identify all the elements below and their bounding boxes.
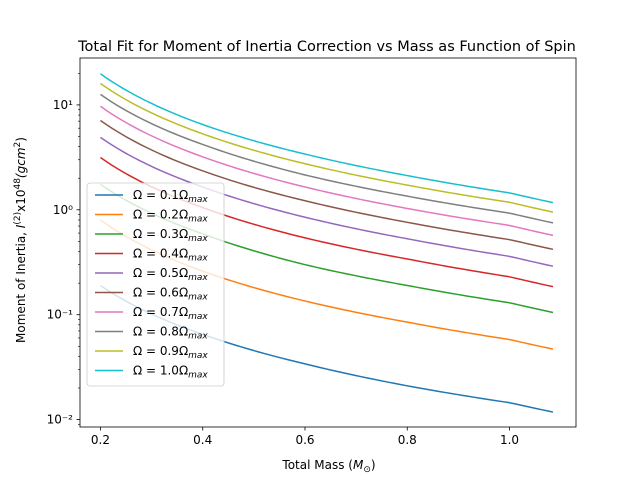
series-line-9 xyxy=(100,82,554,213)
x-tick-label: 0.8 xyxy=(398,433,417,447)
legend-label: Ω = 0.7Ωmax xyxy=(133,305,208,322)
legend-label: Ω = 0.4Ωmax xyxy=(133,247,208,264)
y-tick-label: 10¹ xyxy=(53,98,73,112)
legend-label: Ω = 0.2Ωmax xyxy=(133,208,208,225)
chart-title: Total Fit for Moment of Inertia Correcti… xyxy=(77,39,576,55)
legend-label: Ω = 0.9Ωmax xyxy=(133,344,208,361)
legend-label: Ω = 1.0Ωmax xyxy=(133,364,208,381)
legend-label: Ω = 0.8Ωmax xyxy=(133,325,208,342)
x-axis-label: Total Mass (M⊙) xyxy=(281,458,375,475)
x-tick-label: 1.0 xyxy=(500,433,519,447)
y-tick-label: 10⁻² xyxy=(47,413,74,427)
series-line-5 xyxy=(100,136,554,267)
y-tick-label: 10⁰ xyxy=(53,203,73,217)
series-line-6 xyxy=(100,119,554,251)
y-tick-label: 10⁻¹ xyxy=(47,308,74,322)
series-line-7 xyxy=(100,105,554,237)
legend-label: Ω = 0.5Ωmax xyxy=(133,266,208,283)
series-line-10 xyxy=(100,73,554,204)
legend-label: Ω = 0.3Ωmax xyxy=(133,227,208,244)
axes: 0.2 0.4 0.6 0.8 1.0 10⁻² 10⁻¹ 10⁰ 10¹ xyxy=(47,57,577,447)
x-tick-label: 0.4 xyxy=(193,433,212,447)
x-tick-label: 0.2 xyxy=(91,433,110,447)
y-axis-label: Moment of Inertia, I(2)x1048(gcm2) xyxy=(13,137,28,343)
x-tick-label: 0.6 xyxy=(295,433,314,447)
series-line-8 xyxy=(100,93,554,224)
legend-label: Ω = 0.1Ωmax xyxy=(133,188,208,205)
legend: Ω = 0.1Ωmax Ω = 0.2Ωmax Ω = 0.3Ωmax Ω = 0.4… xyxy=(86,182,225,387)
axes-frame xyxy=(79,57,577,428)
legend-label: Ω = 0.6Ωmax xyxy=(133,286,208,303)
